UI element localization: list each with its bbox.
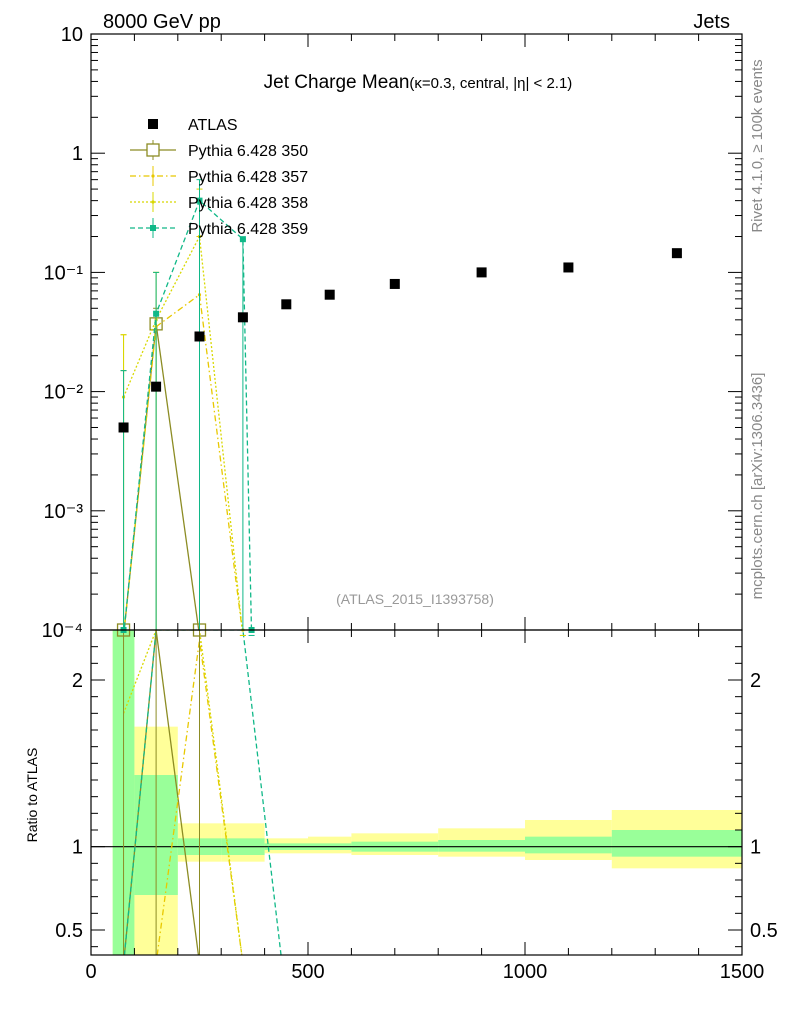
atlas-point-0 [118, 422, 129, 433]
ratio-bands [112, 630, 742, 955]
series-line-p357 [123, 293, 243, 630]
mc-series-lines [116, 179, 255, 637]
chart-title: Jet Charge Mean(κ=0.3, central, |η| < 2.… [264, 72, 573, 93]
y-tick-label-3: 10⁻² [44, 382, 84, 404]
y-tick-label-0: 10 [61, 24, 83, 46]
atlas-point-9 [671, 248, 682, 259]
legend-label-atlas: ATLAS [188, 117, 238, 134]
legend: ATLAS Pythia 6.428 350 Pythia 6.428 357 Pyt… [130, 117, 308, 238]
atlas-point-1 [151, 381, 162, 392]
series-line-p359 [123, 199, 253, 630]
ratio-band-green-9 [611, 830, 742, 857]
ratio-tick-label-left-2: 0.5 [55, 920, 83, 942]
legend-marker-p358 [151, 200, 155, 204]
atlas-point-5 [324, 289, 335, 300]
x-tick-label-3: 1500 [720, 961, 765, 983]
atlas-point-8 [563, 262, 574, 273]
legend-label-p350: Pythia 6.428 350 [188, 143, 308, 160]
atlas-point-2 [194, 331, 205, 342]
ratio-tick-label-left-0: 2 [72, 670, 83, 692]
y-tick-label-1: 1 [72, 143, 83, 165]
y-tick-label-2: 10⁻¹ [44, 262, 84, 284]
axes [90, 33, 743, 956]
x-tick-label-1: 500 [291, 961, 324, 983]
ratio-tick-label-right-0: 2 [750, 670, 761, 692]
series-marker-p359-2 [196, 197, 203, 204]
legend-marker-atlas [148, 119, 158, 129]
y-tick-label-4: 10⁻³ [44, 501, 84, 523]
ratio-tick-label-right-2: 0.5 [750, 920, 778, 942]
legend-label-p358: Pythia 6.428 358 [188, 195, 308, 212]
y-tick-label-5: 10⁻⁴ [42, 620, 83, 642]
ratio-band-green-8 [525, 836, 612, 854]
atlas-points [118, 248, 682, 433]
x-tick-label-0: 0 [85, 961, 96, 983]
side-label-mcplots: mcplots.cern.ch [arXiv:1306.3436] [749, 373, 766, 600]
analysis-watermark: (ATLAS_2015_I1393758) [336, 591, 494, 607]
atlas-point-3 [237, 312, 248, 323]
legend-marker-p350 [146, 143, 160, 157]
legend-marker-p357 [151, 174, 155, 178]
ratio-tick-label-left-1: 1 [72, 837, 83, 859]
ratio-lines [91, 630, 742, 955]
header-right-label: Jets [693, 11, 730, 33]
legend-label-p359: Pythia 6.428 359 [188, 221, 308, 238]
ratio-line-p350 [123, 630, 200, 955]
atlas-point-7 [476, 267, 487, 278]
x-tick-label-2: 1000 [503, 961, 548, 983]
side-label-rivet: Rivet 4.1.0, ≥ 100k events [749, 59, 766, 232]
ratio-y-axis-label: Ratio to ATLAS [24, 748, 40, 843]
tick-marks [90, 33, 743, 955]
ratio-line-p358 [122, 630, 243, 955]
chart-title-main: Jet Charge Mean [264, 72, 410, 93]
legend-marker-p359 [150, 225, 156, 231]
tick-labels: 0 500 1000 1500 10 1 10⁻¹ 10⁻² 10⁻³ 10⁻⁴ 2 2 1 1 0.5 0.… [42, 24, 778, 983]
series-line-p358 [123, 234, 243, 630]
atlas-point-4 [281, 299, 292, 310]
atlas-point-6 [389, 278, 400, 289]
ratio-panel-frame [90, 629, 743, 956]
series-marker-p359-1 [153, 310, 160, 317]
legend-label-p357: Pythia 6.428 357 [188, 169, 308, 186]
ratio-band-green-7 [438, 840, 525, 852]
ratio-tick-label-right-1: 1 [750, 837, 761, 859]
header-left-label: 8000 GeV pp [103, 11, 221, 33]
series-marker-p359-3 [239, 236, 246, 243]
chart-title-sub: (κ=0.3, central, |η| < 2.1) [409, 75, 572, 92]
